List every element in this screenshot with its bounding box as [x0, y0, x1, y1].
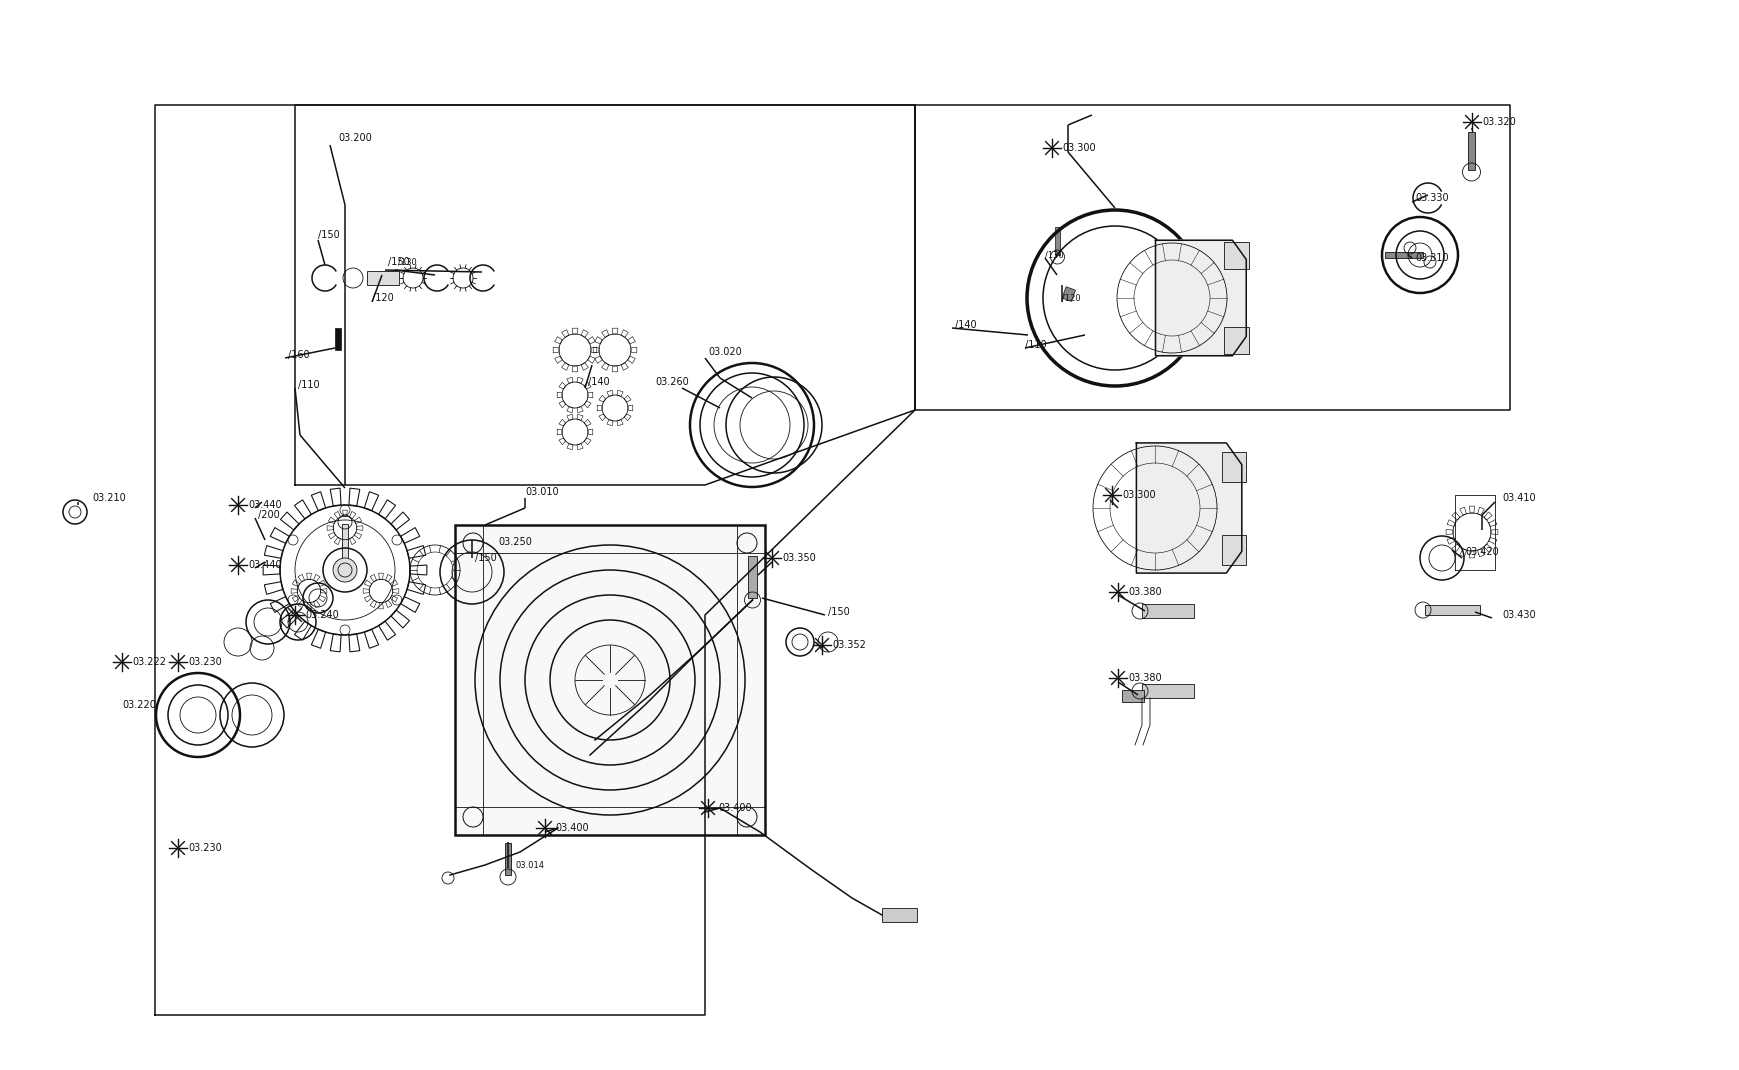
- Text: 03.310: 03.310: [1414, 253, 1449, 263]
- Text: 03.300: 03.300: [1122, 490, 1155, 500]
- Text: 03.420: 03.420: [1464, 547, 1497, 557]
- Text: 03.440: 03.440: [249, 560, 282, 570]
- Bar: [1061, 287, 1075, 302]
- Bar: [748, 556, 756, 598]
- Bar: [1384, 253, 1423, 258]
- Bar: [504, 843, 511, 875]
- Text: /160: /160: [289, 350, 310, 360]
- Bar: [1468, 132, 1475, 170]
- Bar: [1221, 453, 1245, 482]
- Text: 03.380: 03.380: [1127, 587, 1162, 597]
- Text: 03.200: 03.200: [337, 133, 372, 143]
- Text: 03.380: 03.380: [1127, 673, 1162, 683]
- Text: /110: /110: [297, 380, 320, 389]
- Text: 03.350: 03.350: [781, 553, 816, 563]
- Bar: [454, 525, 765, 835]
- Polygon shape: [1136, 443, 1242, 574]
- Text: 03.222: 03.222: [132, 657, 165, 667]
- Text: 03.240: 03.240: [304, 610, 339, 620]
- Bar: [882, 908, 916, 922]
- Text: 03.352: 03.352: [831, 640, 866, 649]
- Text: /150: /150: [475, 553, 496, 563]
- Text: /150: /150: [828, 607, 849, 617]
- Bar: [1424, 605, 1480, 615]
- Text: 03.440: 03.440: [249, 500, 282, 510]
- Text: /130: /130: [398, 258, 417, 266]
- Text: /120: /120: [372, 293, 393, 303]
- Text: /200: /200: [257, 510, 280, 520]
- Text: 03.020: 03.020: [708, 347, 741, 357]
- Bar: [1122, 690, 1143, 702]
- Text: 03.230: 03.230: [188, 843, 221, 853]
- Bar: [1054, 227, 1059, 255]
- Polygon shape: [1155, 241, 1245, 355]
- Bar: [1224, 326, 1249, 354]
- Text: /140: /140: [955, 320, 976, 330]
- Bar: [1141, 684, 1193, 698]
- Text: /120: /120: [1061, 293, 1080, 303]
- Text: /150: /150: [318, 230, 339, 240]
- Bar: [1221, 535, 1245, 565]
- Text: 03.220: 03.220: [122, 700, 157, 710]
- Text: 03.400: 03.400: [555, 823, 588, 834]
- Text: 03.320: 03.320: [1482, 117, 1515, 127]
- Text: 03.210: 03.210: [92, 493, 125, 503]
- Text: /130: /130: [1045, 250, 1063, 260]
- Text: 03.430: 03.430: [1501, 610, 1536, 620]
- Text: /110: /110: [1024, 340, 1047, 350]
- Circle shape: [332, 557, 356, 582]
- Bar: [367, 271, 398, 285]
- Text: 03.410: 03.410: [1501, 493, 1536, 503]
- Text: 03.260: 03.260: [654, 377, 689, 387]
- Text: 03.010: 03.010: [525, 487, 558, 496]
- Bar: [1141, 603, 1193, 618]
- Text: 03.400: 03.400: [718, 802, 751, 813]
- Text: 03.014: 03.014: [515, 860, 544, 870]
- Bar: [336, 328, 341, 350]
- Text: /140: /140: [588, 377, 609, 387]
- Bar: [343, 524, 348, 562]
- Text: 03.230: 03.230: [188, 657, 221, 667]
- Text: 03.250: 03.250: [497, 537, 532, 547]
- Text: 03.300: 03.300: [1061, 143, 1096, 153]
- Bar: [1224, 242, 1249, 270]
- Text: 03.330: 03.330: [1414, 193, 1449, 203]
- Text: /150: /150: [388, 257, 409, 268]
